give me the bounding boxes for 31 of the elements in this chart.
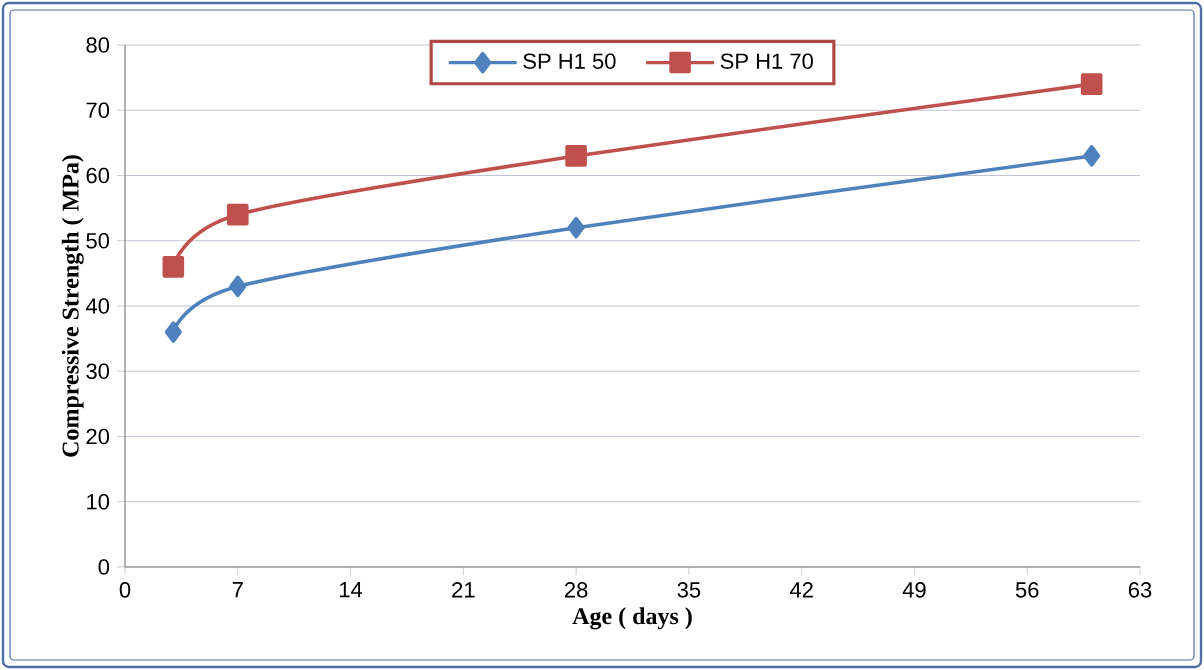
point — [164, 321, 182, 343]
y-tick-label: 10 — [87, 493, 110, 510]
x-tick-label: 35 — [677, 582, 701, 598]
x-tick-label: 56 — [1015, 582, 1039, 598]
y-tick-label: 60 — [86, 167, 110, 184]
x-tick-label: 14 — [339, 582, 363, 598]
x-tick-label: 49 — [902, 582, 926, 598]
y-tick-label: 20 — [86, 428, 110, 445]
legend-label: SP H1 50 — [523, 53, 616, 69]
point — [565, 145, 587, 167]
y-tick-label: 40 — [85, 298, 110, 314]
point — [1080, 73, 1103, 95]
y-tick-label: 0 — [98, 559, 110, 575]
x-tick-label: 0 — [119, 582, 131, 598]
x-tick-label: 63 — [1128, 582, 1152, 598]
y-axis-title: Compressive Strength ( MPa) — [61, 155, 84, 457]
x-tick-label: 21 — [452, 582, 475, 598]
x-tick-label: 7 — [232, 582, 243, 598]
y-tick-label: 70 — [86, 102, 110, 119]
point — [1083, 145, 1101, 167]
x-tick-label: 42 — [789, 582, 813, 598]
point — [162, 256, 185, 278]
x-axis-title: Age ( days ) — [572, 607, 692, 630]
point — [229, 275, 247, 298]
x-tick-label: 28 — [564, 582, 588, 598]
legend-label: SP H1 70 — [720, 53, 813, 69]
y-tick-label: 50 — [86, 232, 110, 249]
point — [226, 203, 249, 226]
y-tick-label: 30 — [86, 363, 110, 380]
y-tick-label: 80 — [86, 37, 110, 53]
point — [567, 216, 585, 239]
